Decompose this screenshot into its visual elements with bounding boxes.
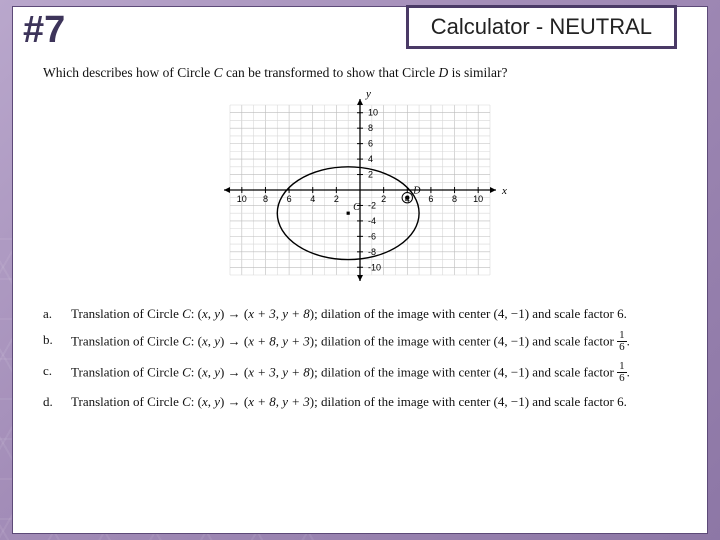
- svg-text:8: 8: [368, 123, 373, 133]
- svg-text:-2: -2: [368, 200, 376, 210]
- circle-c-ref: C: [214, 65, 223, 80]
- answer-choice[interactable]: c. Translation of Circle C: (x, y) → (x +…: [43, 362, 677, 385]
- svg-text:10: 10: [237, 194, 247, 204]
- scale-factor-fraction: 16: [617, 330, 627, 353]
- svg-text:10: 10: [473, 194, 483, 204]
- coordinate-plane: 108642246810-10-8-6-4-2246810xyCD: [210, 85, 510, 295]
- choice-text: Translation of Circle C: (x, y) → (x + 8…: [71, 331, 677, 354]
- scale-factor-fraction: 16: [617, 361, 627, 384]
- question-prompt: Which describes how of Circle C can be t…: [43, 65, 677, 81]
- answer-choices: a. Translation of Circle C: (x, y) → (x +…: [43, 305, 677, 410]
- answer-choice[interactable]: b. Translation of Circle C: (x, y) → (x +…: [43, 331, 677, 354]
- svg-text:-6: -6: [368, 231, 376, 241]
- answer-choice[interactable]: d. Translation of Circle C: (x, y) → (x +…: [43, 393, 677, 411]
- svg-text:4: 4: [368, 154, 373, 164]
- choice-text: Translation of Circle C: (x, y) → (x + 3…: [71, 305, 677, 323]
- choice-label: c.: [43, 362, 61, 385]
- answer-choice[interactable]: a. Translation of Circle C: (x, y) → (x +…: [43, 305, 677, 323]
- svg-text:2: 2: [368, 170, 373, 180]
- chart-container: 108642246810-10-8-6-4-2246810xyCD: [43, 85, 677, 295]
- svg-text:6: 6: [368, 139, 373, 149]
- svg-text:C: C: [353, 202, 360, 213]
- svg-text:6: 6: [428, 194, 433, 204]
- svg-text:x: x: [501, 185, 507, 197]
- svg-text:2: 2: [334, 194, 339, 204]
- choice-text: Translation of Circle C: (x, y) → (x + 3…: [71, 362, 677, 385]
- prompt-text: is similar?: [448, 65, 507, 80]
- choice-label: d.: [43, 393, 61, 411]
- svg-text:8: 8: [263, 194, 268, 204]
- choice-text: Translation of Circle C: (x, y) → (x + 8…: [71, 393, 677, 411]
- choice-label: b.: [43, 331, 61, 354]
- svg-text:2: 2: [381, 194, 386, 204]
- svg-text:-4: -4: [368, 216, 376, 226]
- circle-d-ref: D: [439, 65, 449, 80]
- choice-label: a.: [43, 305, 61, 323]
- svg-text:y: y: [365, 88, 371, 100]
- question-number: #7: [23, 9, 65, 52]
- svg-text:6: 6: [287, 194, 292, 204]
- question-body: Which describes how of Circle C can be t…: [43, 65, 677, 525]
- svg-text:10: 10: [368, 108, 378, 118]
- svg-text:-10: -10: [368, 262, 381, 272]
- svg-text:8: 8: [452, 194, 457, 204]
- calculator-badge: Calculator - NEUTRAL: [406, 5, 677, 49]
- prompt-text: Which describes how of Circle: [43, 65, 214, 80]
- prompt-text: can be transformed to show that Circle: [223, 65, 439, 80]
- svg-text:D: D: [412, 186, 421, 197]
- svg-text:4: 4: [310, 194, 315, 204]
- svg-text:-8: -8: [368, 247, 376, 257]
- content-frame: #7 Calculator - NEUTRAL Which describes …: [12, 6, 708, 534]
